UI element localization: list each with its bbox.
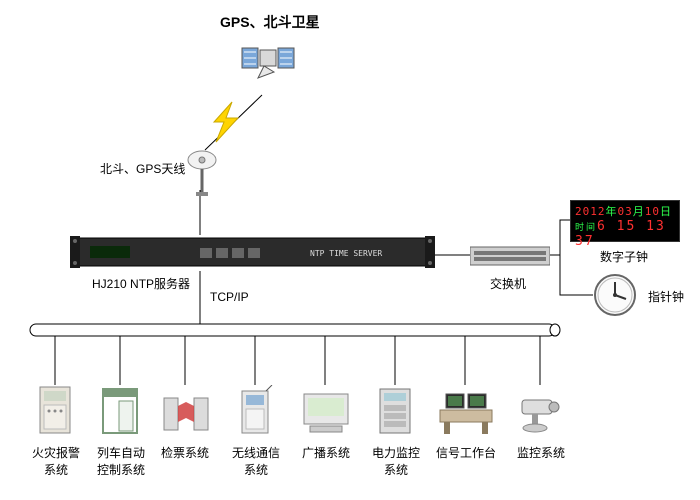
subsystem-ticket-label: 检票系统 [160,444,210,461]
subsystem-fire-label: 火灾报警 系统 [32,444,80,478]
subsystem-ticket-icon [160,388,212,441]
analog-clock-icon [593,273,637,322]
subsystem-train-label: 列车自动 控制系统 [97,444,145,478]
subsystem-signal-icon [436,390,496,441]
subsystem-power-label: 电力监控 系统 [372,444,420,478]
analog-clock-label: 指针钟 [648,288,684,305]
subsystem-train-icon [97,385,143,442]
lightning-icon [204,100,248,149]
svg-text:NTP TIME SERVER: NTP TIME SERVER [310,249,382,258]
digital-clock-icon: 2012年03月10日 时间6 15 13 37 [570,200,680,242]
switch-label: 交换机 [490,275,526,292]
subsystem-power-icon [372,385,418,442]
subsystem-fire-icon [32,385,78,442]
ntp-server-label: HJ210 NTP服务器 [92,275,190,292]
subsystem-wireless-icon [232,385,278,442]
subsystem-signal-label: 信号工作台 [436,444,496,461]
satellite-label: GPS、北斗卫星 [220,12,320,32]
satellite-icon [240,30,300,90]
switch-icon [470,245,550,272]
subsystem-monitor-icon [516,392,568,441]
tcpip-label: TCP/IP [210,290,249,304]
subsystem-wireless-label: 无线通信 系统 [232,444,280,478]
digital-clock-label: 数字子钟 [600,248,648,265]
subsystem-monitor-label: 监控系统 [516,444,566,461]
subsystem-broadcast-label: 广播系统 [301,444,351,461]
subsystem-broadcast-icon [300,388,352,441]
antenna-icon [182,148,222,203]
ntp-server-icon: NTP TIME SERVER [70,232,435,272]
antenna-label: 北斗、GPS天线 [100,160,185,177]
